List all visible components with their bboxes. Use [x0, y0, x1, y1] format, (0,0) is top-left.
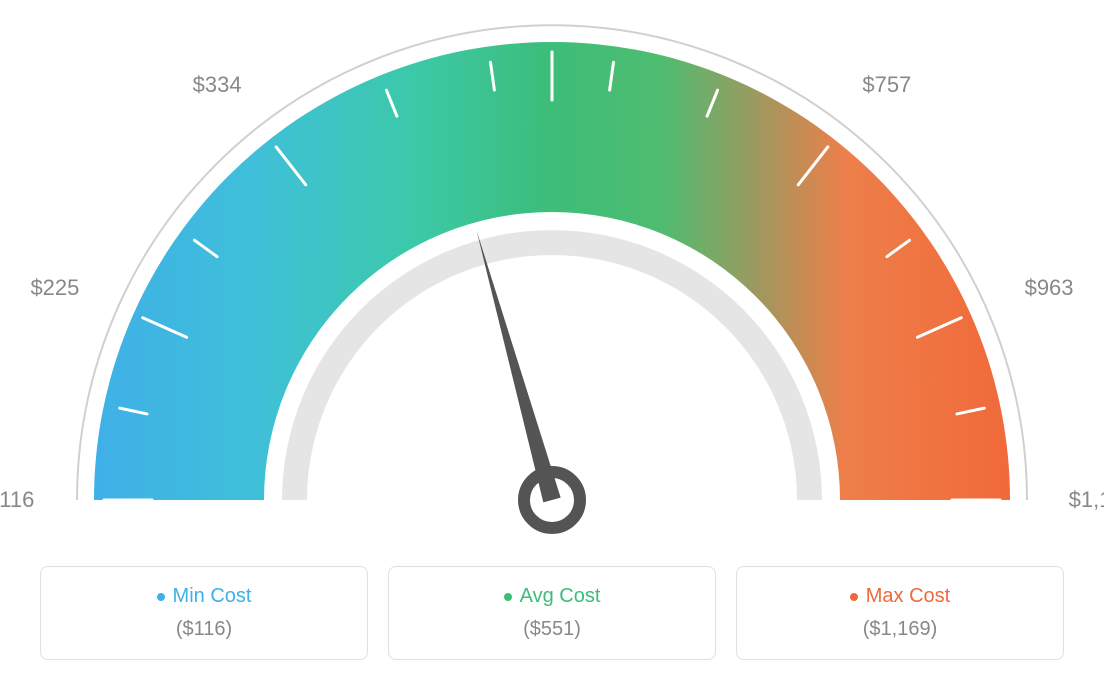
- legend-title-text: Avg Cost: [520, 585, 601, 608]
- gauge-band: [94, 42, 1010, 500]
- tick-label: $1,169: [1069, 487, 1104, 513]
- tick-label: $116: [0, 487, 34, 513]
- legend-value: ($551): [399, 618, 705, 641]
- tick-label: $757: [862, 72, 911, 98]
- legend-dot-icon: [504, 593, 512, 601]
- legend-dot-icon: [157, 593, 165, 601]
- legend-value: ($1,169): [747, 618, 1053, 641]
- gauge-svg: [0, 0, 1104, 560]
- legend-card: Min Cost ($116): [40, 566, 368, 660]
- legend-card: Max Cost ($1,169): [736, 566, 1064, 660]
- legend-card: Avg Cost ($551): [388, 566, 716, 660]
- legend-value: ($116): [51, 618, 357, 641]
- chart-container: $116$225$334$551$757$963$1,169 Min Cost(…: [0, 0, 1104, 690]
- tick-label: $334: [193, 72, 242, 98]
- legend-title: Avg Cost: [504, 585, 601, 608]
- gauge-area: $116$225$334$551$757$963$1,169: [0, 0, 1104, 560]
- legend-title: Min Cost: [157, 585, 252, 608]
- legend-dot-icon: [850, 593, 858, 601]
- legend-title-text: Min Cost: [173, 585, 252, 608]
- tick-label: $963: [1025, 275, 1074, 301]
- legend-title: Max Cost: [850, 585, 950, 608]
- tick-label: $225: [30, 275, 79, 301]
- legend-row: Min Cost ($116) Avg Cost ($551) Max Cost ($1,…: [40, 566, 1064, 660]
- legend-title-text: Max Cost: [866, 585, 950, 608]
- needle: [477, 230, 561, 502]
